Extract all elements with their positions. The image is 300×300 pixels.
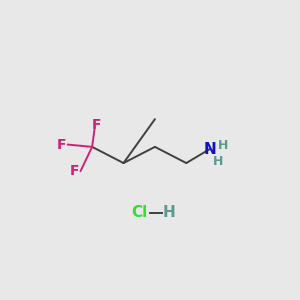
Text: F: F — [70, 164, 80, 178]
Text: H: H — [213, 155, 224, 168]
Text: N: N — [203, 142, 216, 157]
Text: H: H — [163, 205, 175, 220]
Text: F: F — [57, 138, 67, 152]
Text: H: H — [218, 139, 228, 152]
Text: F: F — [92, 118, 101, 132]
Text: Cl: Cl — [132, 205, 148, 220]
